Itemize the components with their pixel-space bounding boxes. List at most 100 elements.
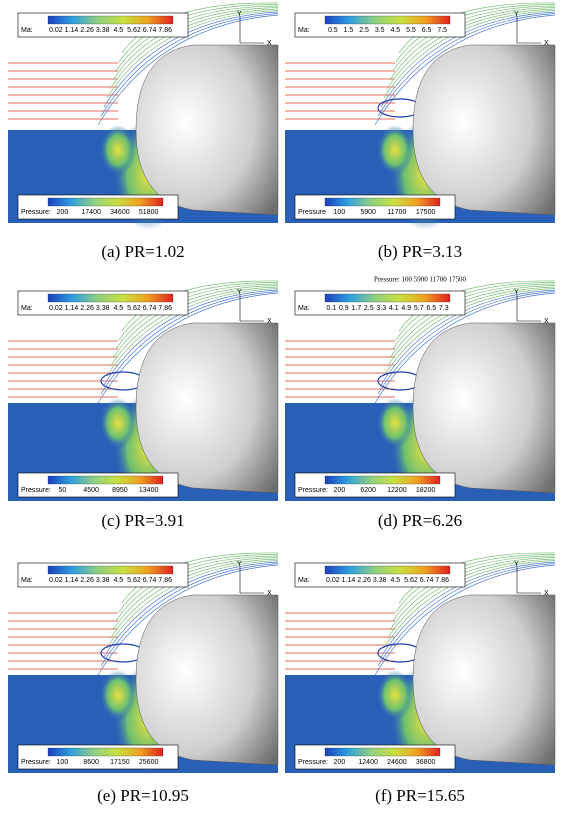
- legend-tick-label: 4.5: [113, 27, 123, 34]
- legend-tick-label: 2.5: [364, 305, 374, 312]
- legend-label: Ma:: [21, 305, 33, 312]
- plume: [100, 125, 136, 175]
- legend-tick-label: 3.38: [96, 305, 110, 312]
- axis-label: Y: [237, 289, 242, 296]
- legend-tick-label: 6.74: [143, 305, 157, 312]
- stray-label: Pressure: 100 5900 11700 17500: [374, 276, 466, 284]
- axis-label: Y: [237, 561, 242, 568]
- legend-tick-label: 4500: [83, 487, 99, 494]
- colorbar: [48, 198, 163, 206]
- legend-tick-label: 8600: [83, 759, 99, 766]
- legend-tick-label: 0.1: [326, 305, 336, 312]
- legend-tick-label: 2.26: [357, 577, 371, 584]
- legend-tick-label: 2.5: [359, 27, 369, 34]
- legend-tick-label: 1.5: [344, 27, 354, 34]
- legend-tick-label: 12200: [387, 487, 407, 494]
- body: [413, 323, 555, 493]
- axis-label: X: [267, 40, 272, 47]
- legend-tick-label: 4.5: [113, 305, 123, 312]
- legend-tick-label: 3.38: [373, 577, 387, 584]
- legend-tick-label: 0.5: [328, 27, 338, 34]
- legend-tick-label: 4.1: [389, 305, 399, 312]
- legend-tick-label: 0.02: [49, 305, 63, 312]
- legend-tick-label: 5.62: [127, 305, 141, 312]
- axis-label: X: [544, 40, 549, 47]
- legend-tick-label: 200: [334, 487, 346, 494]
- legend-tick-label: 3.3: [376, 305, 386, 312]
- axis-label: Y: [514, 289, 519, 296]
- legend-label: Ma:: [21, 577, 33, 584]
- axis-label: X: [267, 318, 272, 325]
- legend-tick-label: 1.7: [351, 305, 361, 312]
- axis-label: X: [544, 590, 549, 597]
- legend-tick-label: 100: [334, 209, 346, 216]
- legend-tick-label: 13400: [139, 487, 159, 494]
- colorbar: [325, 198, 440, 206]
- legend-tick-label: 18200: [416, 487, 436, 494]
- legend-tick-label: 5.62: [127, 577, 141, 584]
- legend-tick-label: 17150: [110, 759, 130, 766]
- legend-tick-label: 2.26: [80, 577, 94, 584]
- axis-label: Y: [237, 11, 242, 18]
- legend-tick-label: 7.86: [158, 305, 172, 312]
- colorbar: [325, 16, 450, 24]
- legend-tick-label: 3.38: [96, 577, 110, 584]
- plume: [377, 398, 413, 448]
- colorbar: [325, 476, 440, 484]
- legend-tick-label: 0.02: [49, 577, 63, 584]
- legend-tick-label: 4.5: [390, 27, 400, 34]
- caption: (a) PR=1.02: [101, 242, 184, 261]
- legend-tick-label: 0.9: [339, 305, 349, 312]
- legend-label: Ma:: [298, 577, 310, 584]
- body: [136, 595, 278, 765]
- legend-label: Pressure:: [298, 759, 328, 766]
- legend-tick-label: 5.7: [414, 305, 424, 312]
- figure: Pressure: 100 5900 11700 17500 Y X Ma: 0.02…: [0, 0, 562, 813]
- legend-tick-label: 0.02: [326, 577, 340, 584]
- axis-label: X: [544, 318, 549, 325]
- legend-tick-label: 11700: [387, 209, 406, 216]
- legend-tick-label: 7.5: [437, 27, 447, 34]
- body: [413, 45, 555, 215]
- legend-tick-label: 200: [334, 759, 346, 766]
- colorbar: [325, 294, 450, 302]
- legend-tick-label: 50: [58, 487, 66, 494]
- legend-tick-label: 7.86: [158, 27, 172, 34]
- legend-tick-label: 2.26: [80, 27, 94, 34]
- caption: (b) PR=3.13: [378, 242, 462, 261]
- caption: (e) PR=10.95: [97, 786, 189, 805]
- caption: (d) PR=6.26: [378, 511, 462, 530]
- legend-label: Pressure:: [21, 209, 51, 216]
- caption: (f) PR=15.65: [375, 786, 465, 805]
- legend-tick-label: 4.5: [390, 577, 400, 584]
- legend-tick-label: 5.5: [406, 27, 416, 34]
- legend-label: Pressure:: [298, 487, 328, 494]
- legend-label: Ma:: [298, 27, 310, 34]
- legend-tick-label: 6.5: [426, 305, 436, 312]
- legend-label: Pressure:: [21, 759, 51, 766]
- legend-tick-label: 5.62: [404, 577, 418, 584]
- legend-tick-label: 1.14: [342, 577, 356, 584]
- axis-label: X: [267, 590, 272, 597]
- page: Pressure: 100 5900 11700 17500 Y X Ma: 0.02…: [0, 0, 562, 818]
- plume: [100, 398, 136, 448]
- legend-label: Pressure:: [21, 487, 51, 494]
- legend-tick-label: 4.5: [113, 577, 123, 584]
- caption: (c) PR=3.91: [101, 511, 184, 530]
- axis-label: Y: [514, 561, 519, 568]
- legend-tick-label: 34600: [110, 209, 130, 216]
- legend-tick-label: 7.86: [435, 577, 449, 584]
- body: [136, 323, 278, 493]
- legend-tick-label: 7.86: [158, 577, 172, 584]
- legend-tick-label: 24600: [387, 759, 407, 766]
- legend-tick-label: 3.5: [375, 27, 385, 34]
- plume: [100, 670, 136, 720]
- legend-tick-label: 3.38: [96, 27, 110, 34]
- legend-tick-label: 5.62: [127, 27, 141, 34]
- colorbar: [48, 566, 173, 574]
- panel: YXMa:0.51.52.53.54.55.56.57.5Pressure100…: [285, 3, 555, 230]
